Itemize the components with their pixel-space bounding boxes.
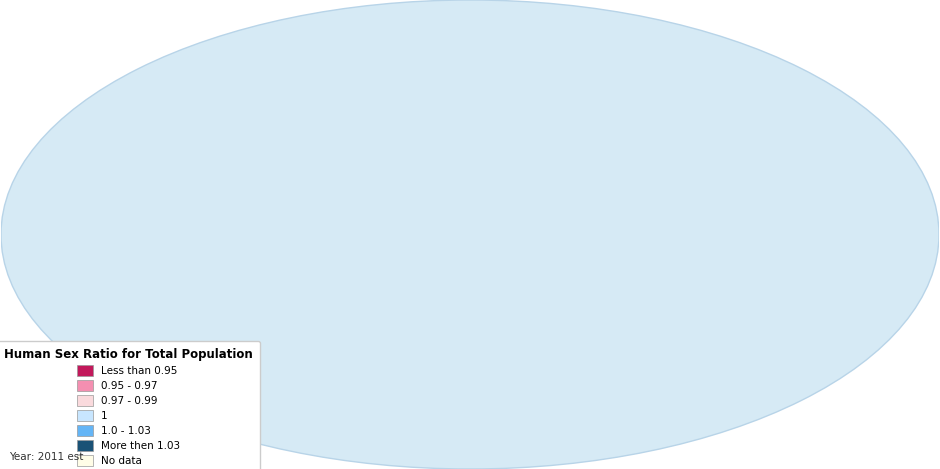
Text: Year: 2011 est: Year: 2011 est bbox=[9, 452, 84, 461]
Legend: Less than 0.95, 0.95 - 0.97, 0.97 - 0.99, 1, 1.0 - 1.03, More then 1.03, No data: Less than 0.95, 0.95 - 0.97, 0.97 - 0.99… bbox=[0, 340, 260, 469]
